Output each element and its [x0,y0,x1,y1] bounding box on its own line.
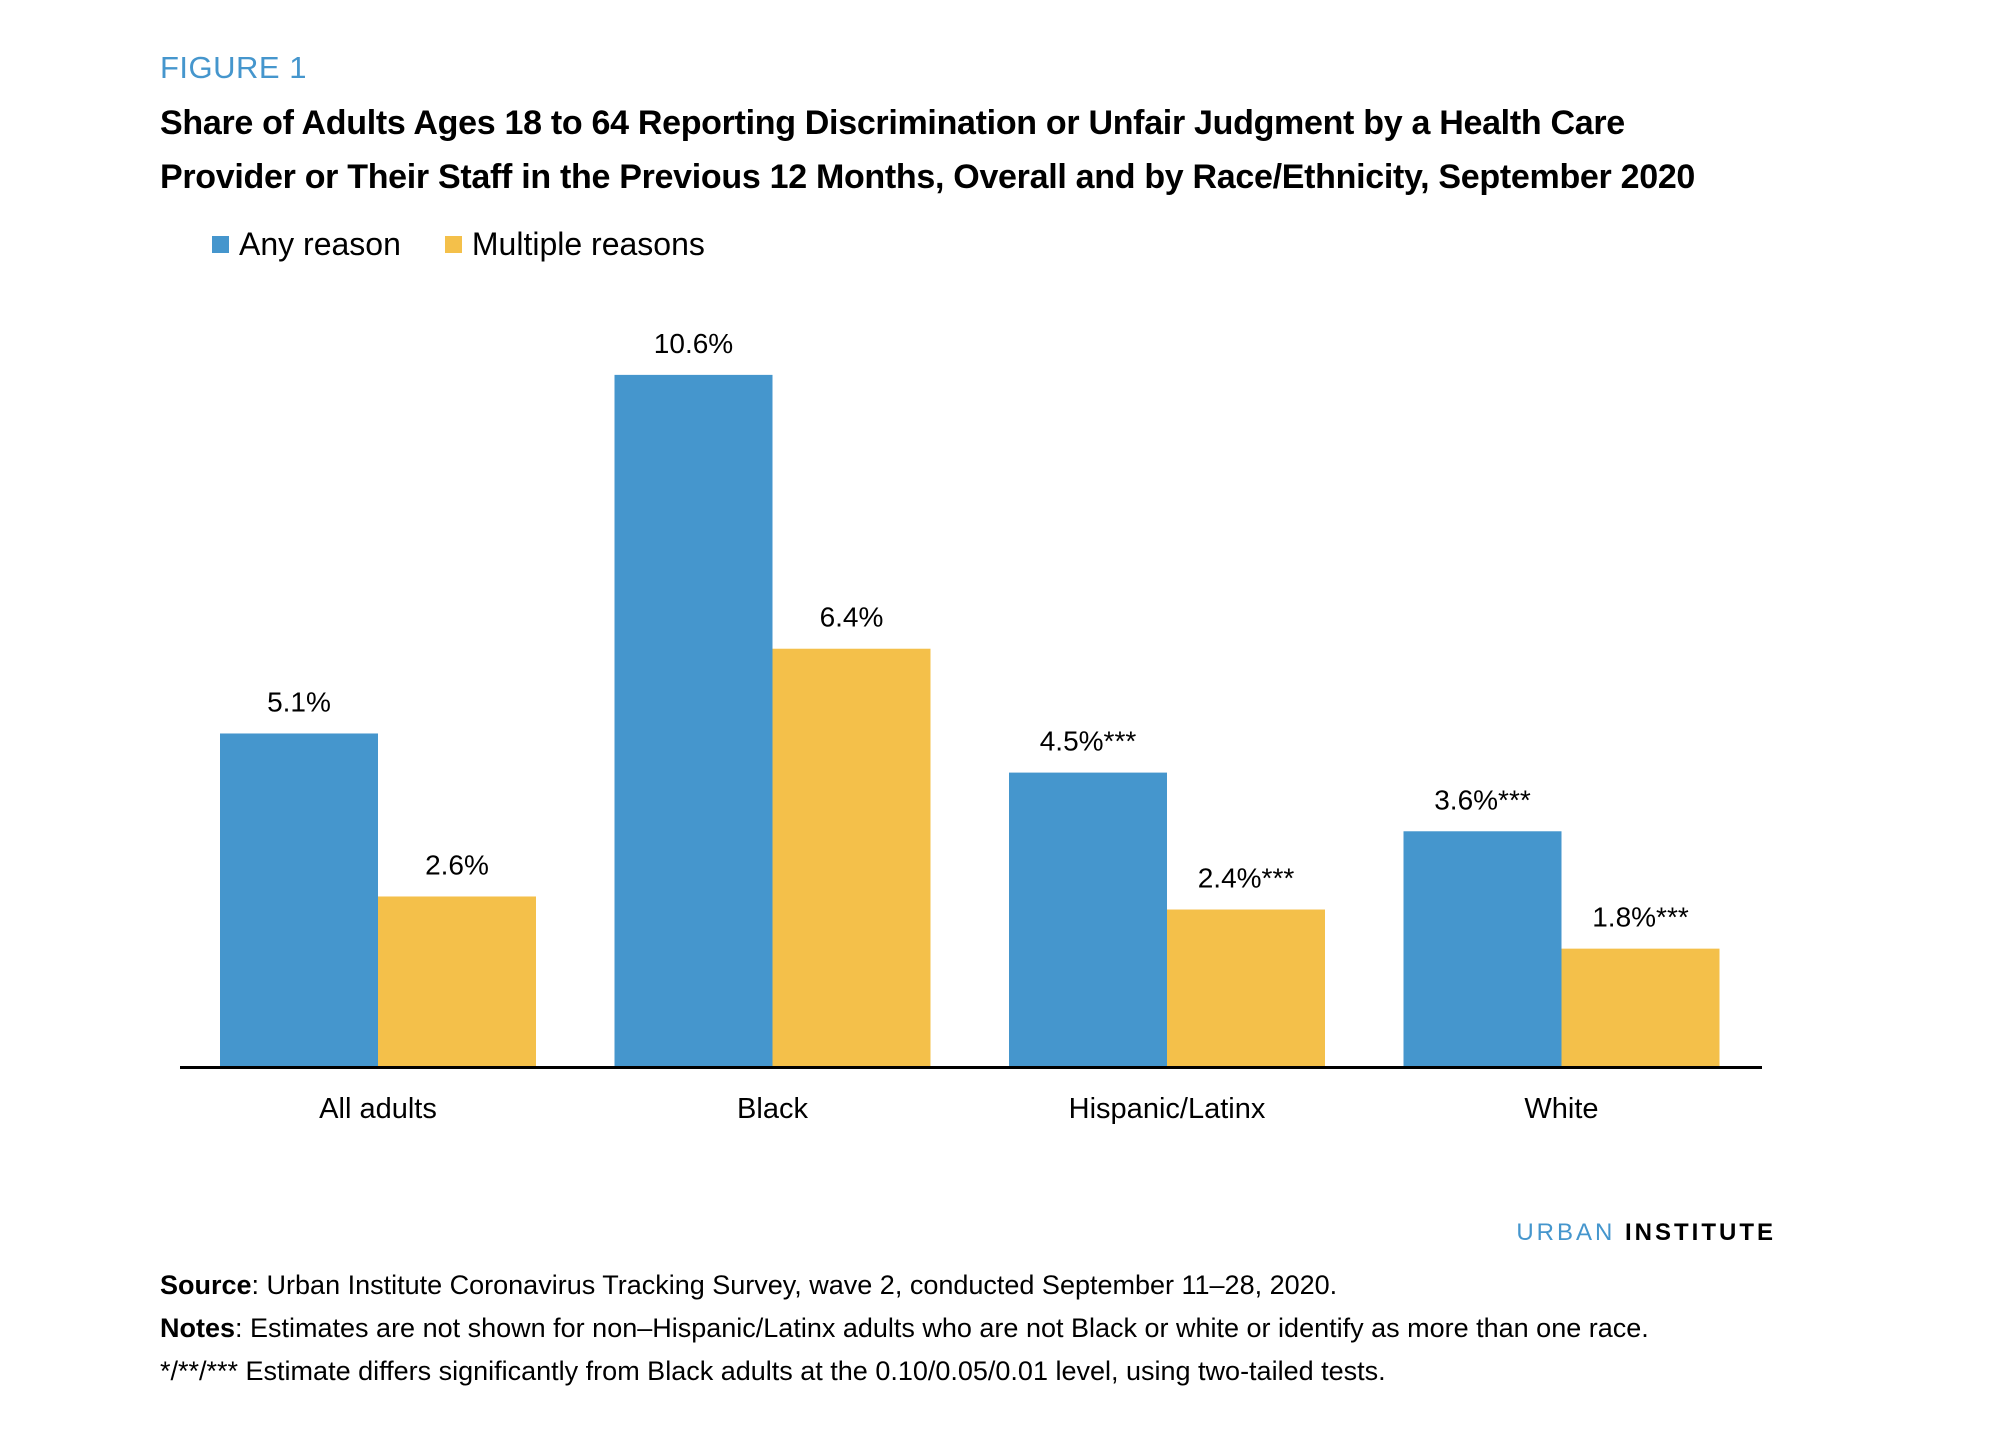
urban-institute-logo: URBAN INSTITUTE [1516,1219,1776,1247]
bar-any-reason-black [614,374,773,1066]
figure-label: FIGURE 1 [160,50,307,85]
data-label-multiple-reasons-white: 1.8%*** [1592,902,1689,933]
x-tick-label-all-adults: All adults [319,1093,437,1125]
notes-label: Notes [160,1313,236,1343]
source-note: Source: Urban Institute Coronavirus Trac… [160,1264,1860,1307]
bar-chart: 5.1% 2.6% All adults 10.6% 6.4% Black 4.5%*** 2… [180,328,1762,1125]
significance-note: */**/*** Estimate differs significantly … [160,1356,1386,1386]
bar-any-reason-hispanic-latinx [1009,772,1167,1066]
data-label-multiple-reasons-black: 6.4% [820,602,884,633]
legend-item-multiple-reasons: Multiple reasons [444,226,705,263]
logo-urban-text: URBAN [1516,1219,1616,1246]
chart-title-line-1: Share of Adults Ages 18 to 64 Reporting … [160,104,1625,142]
data-label-multiple-reasons-hispanic-latinx: 2.4%*** [1198,863,1295,894]
legend-label-any-reason: Any reason [239,226,401,262]
data-label-multiple-reasons-all-adults: 2.6% [425,849,489,880]
notes-note: Notes: Estimates are not shown for non–H… [160,1307,1860,1350]
legend-label-multiple-reasons: Multiple reasons [471,226,705,262]
x-tick-label-black: Black [737,1093,808,1125]
x-tick-label-hispanic-latinx: Hispanic/Latinx [1069,1093,1266,1125]
data-label-any-reason-hispanic-latinx: 4.5%*** [1040,726,1137,757]
legend-item-any-reason: Any reason [212,226,401,263]
chart-title: Share of Adults Ages 18 to 64 Reporting … [160,96,1840,204]
logo-institute-text: INSTITUTE [1625,1219,1776,1246]
legend-swatch-multiple-reasons [444,236,462,253]
legend-swatch-any-reason [212,236,229,253]
source-text: : Urban Institute Coronavirus Tracking S… [251,1270,1338,1300]
data-label-any-reason-white: 3.6%*** [1434,784,1531,815]
footnotes: Source: Urban Institute Coronavirus Trac… [160,1264,1860,1393]
bar-any-reason-white [1403,831,1562,1066]
data-label-any-reason-all-adults: 5.1% [267,686,331,717]
data-label-any-reason-black: 10.6% [654,328,733,359]
x-tick-label-white: White [1524,1093,1598,1125]
bar-multiple-reasons-black [772,648,931,1066]
notes-text: : Estimates are not shown for non–Hispan… [235,1313,1649,1343]
chart-legend: Any reason Multiple reasons [212,226,749,263]
source-label: Source [160,1270,252,1300]
chart-title-line-2: Provider or Their Staff in the Previous … [160,158,1696,196]
bar-multiple-reasons-all-adults [378,896,536,1066]
bar-multiple-reasons-white [1561,948,1720,1066]
bar-any-reason-all-adults [220,733,378,1066]
bar-multiple-reasons-hispanic-latinx [1167,909,1325,1066]
